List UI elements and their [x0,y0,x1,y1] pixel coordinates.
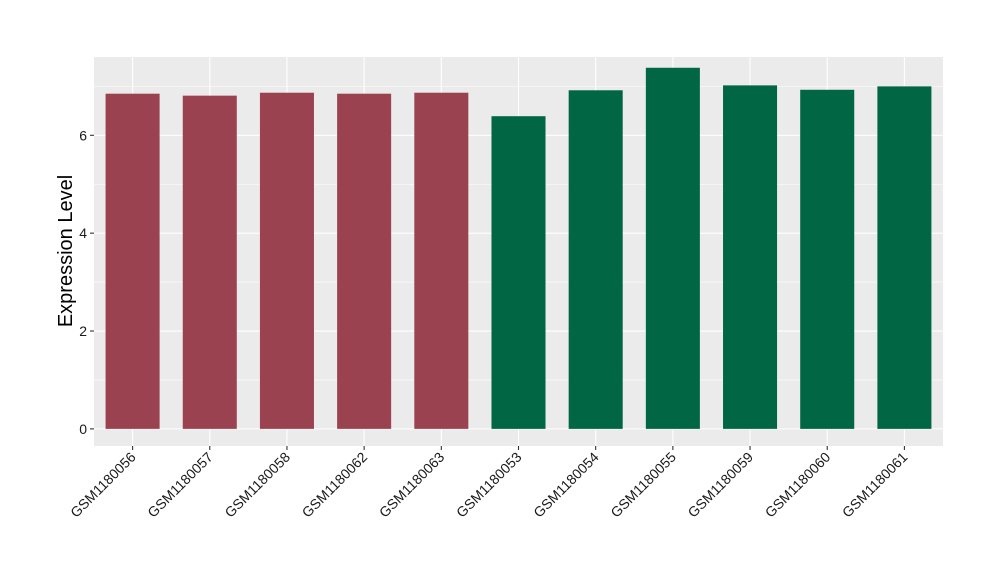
bar-GSM1180055 [645,67,700,429]
bar-GSM1180062 [337,93,392,429]
x-tick-label: GSM1180056 [67,449,139,521]
bar-GSM1180053 [491,116,546,429]
x-tick-label: GSM1180057 [144,449,216,521]
bar-GSM1180057 [182,95,237,429]
x-tick-label: GSM1180059 [684,449,756,521]
y-tick-label: 0 [79,421,87,437]
bar-GSM1180063 [414,92,469,429]
x-tick-label: GSM1180063 [376,449,448,521]
y-axis-title: Expression Level [55,175,77,327]
x-axis: GSM1180056 GSM1180057 GSM1180058 GSM1180062… [67,446,911,520]
x-tick-label: GSM1180053 [453,449,525,521]
x-tick-label: GSM1180054 [530,449,602,521]
bars [105,67,932,429]
y-tick-label: 2 [79,323,87,339]
bar-GSM1180059 [723,85,778,429]
x-tick-label: GSM1180062 [299,449,371,521]
y-tick-label: 6 [79,127,87,143]
x-tick-label: GSM1180060 [762,449,834,521]
x-tick-label: GSM1180055 [607,449,679,521]
y-tick-label: 4 [79,225,87,241]
bar-GSM1180060 [800,89,855,429]
y-axis: 0 2 4 6 [79,127,94,437]
x-tick-label: GSM1180061 [839,449,911,521]
bar-GSM1180058 [259,92,314,429]
bar-GSM1180061 [877,86,932,429]
bar-GSM1180054 [568,90,623,429]
bar-GSM1180056 [105,93,160,429]
x-tick-label: GSM1180058 [221,449,293,521]
